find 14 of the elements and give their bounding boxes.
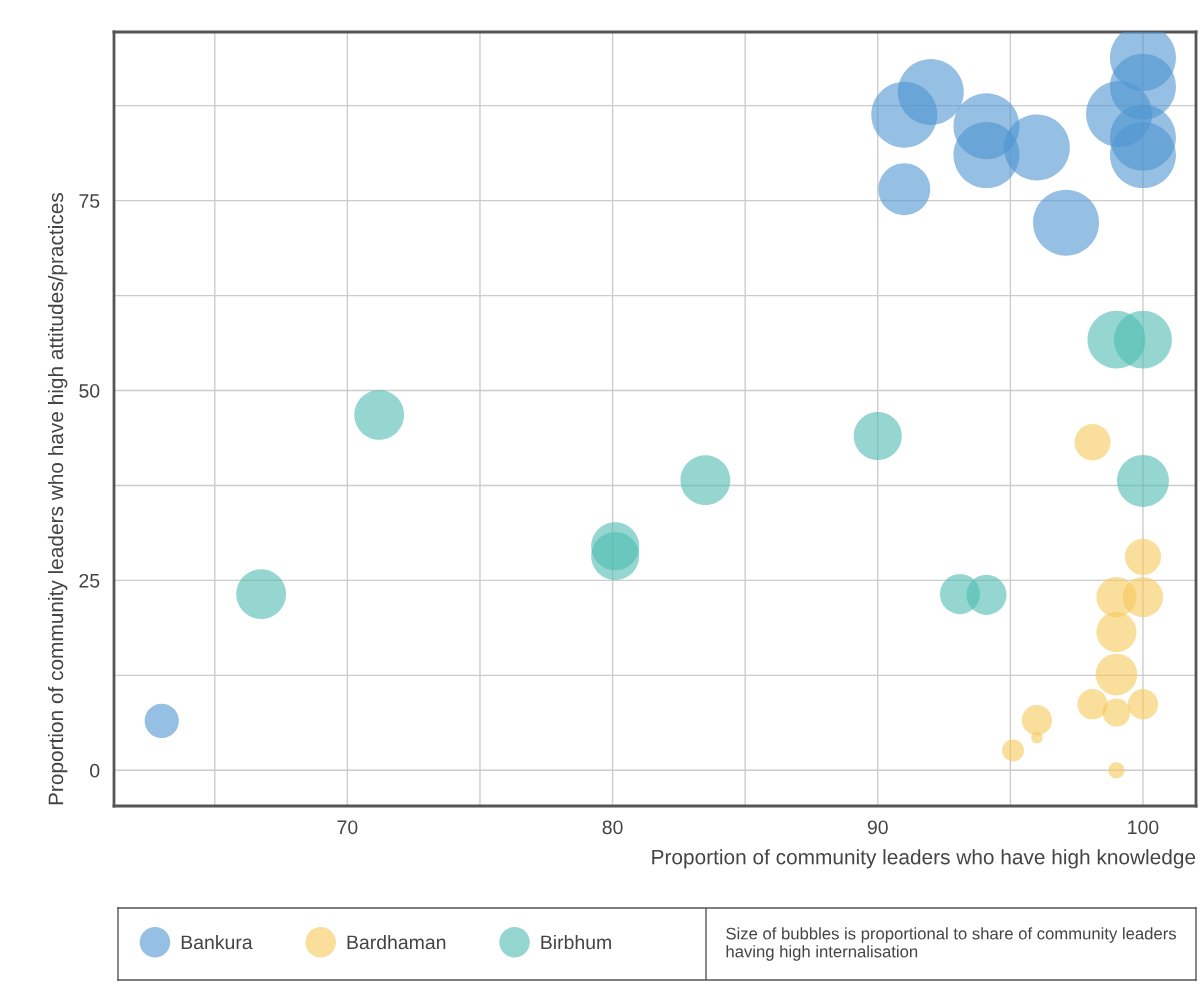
y-tick-label: 50 <box>79 383 100 398</box>
legend-label: Bardhaman <box>347 934 446 950</box>
x-tick-label: 80 <box>602 820 623 835</box>
y-tick-label: 25 <box>79 573 100 588</box>
x-tick-label: 100 <box>1128 820 1159 835</box>
y-axis-title: Proportion of community leaders who have high attitudes/practices <box>47 193 68 805</box>
legend-label: Bankura <box>181 934 253 950</box>
y-tick-label: 75 <box>79 194 100 208</box>
text: Size of bubbles is proportional to share of community leaders having high internalisation <box>726 927 1176 961</box>
x-axis-title: Proportion of community leaders who have high knowledge <box>652 849 1196 869</box>
legend-label: Birbhum <box>541 934 611 950</box>
x-tick-label: 70 <box>337 820 358 835</box>
y-tick-label: 0 <box>90 763 100 778</box>
x-tick-label: 90 <box>867 820 888 835</box>
